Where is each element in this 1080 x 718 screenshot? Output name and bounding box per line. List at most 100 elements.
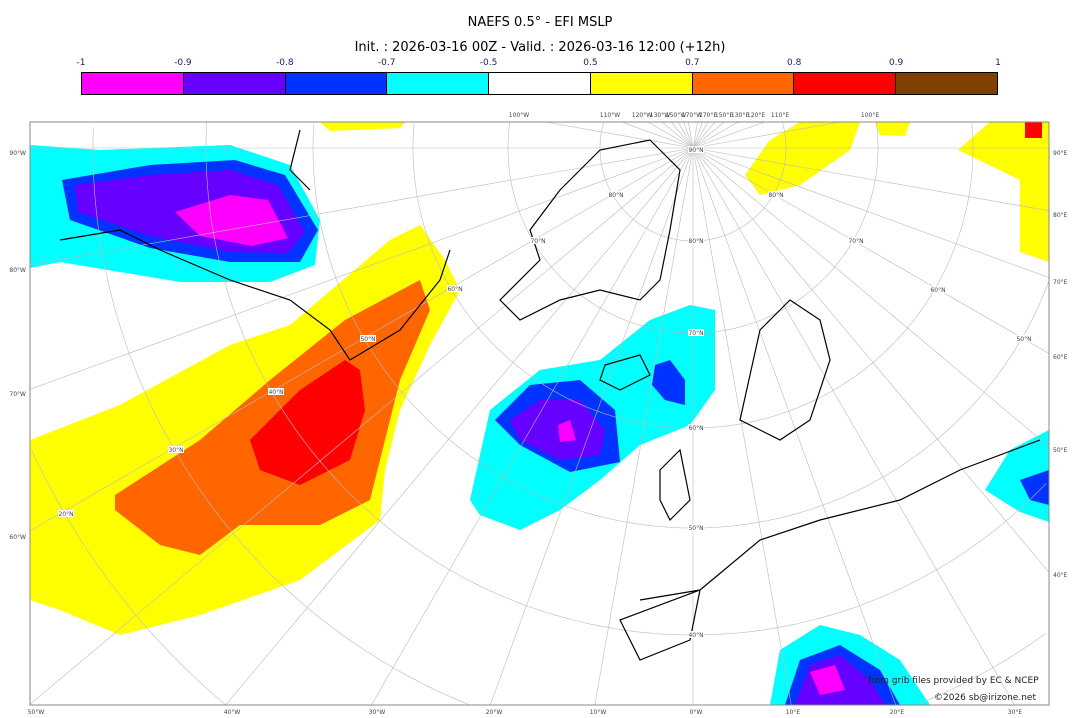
lat-label-bg [530,237,546,244]
meridian-line [692,122,739,149]
efi-region [320,122,405,131]
colorbar-swatch [590,73,693,94]
colorbar-label: -0.8 [275,58,294,68]
colorbar-swatch [896,73,998,94]
efi-region [175,195,288,246]
colorbar-label: -0.5 [479,58,498,68]
efi-region [810,665,845,695]
axis-tick-label: 100°E [861,112,879,119]
axis-tick-label: 60°W [9,534,26,541]
lat-label: 20°N [58,511,73,518]
lat-label: 80°N [768,192,783,199]
coastline [739,299,831,441]
lat-label: 50°N [1016,336,1031,343]
colorbar-swatch [489,73,591,94]
lat-label: 70°N [530,238,545,245]
meridian-line [225,147,694,705]
meridian-line [647,122,694,149]
lat-label: 80°N [608,192,623,199]
axis-tick-label: 120°E [747,112,765,119]
axis-tick-label: 80°E [1053,212,1068,219]
lat-label-bg [768,191,784,198]
meridian-line [692,122,703,149]
coastline [59,129,451,361]
meridian-line [594,147,694,705]
efi-region [1025,122,1042,138]
efi-region [1020,470,1049,505]
coastline [659,448,691,522]
colorbar-swatch [183,73,286,94]
credit-copyright: ©2026 sb@irizone.net [934,693,1036,703]
meridian-line [692,147,1049,212]
lat-label: 30°N [168,447,183,454]
colorbar-swatch [387,73,490,94]
meridian-line [692,147,1049,354]
axis-tick-label: 60°E [1053,354,1068,361]
axis-tick-label: 40°W [224,709,241,716]
axis-tick-label: 80°W [9,267,26,274]
efi-region [745,122,860,195]
lat-label-bg [688,329,704,336]
meridian-line [692,147,1049,447]
coastline [599,354,651,391]
lat-label: 50°N [688,525,703,532]
meridian-line [692,147,1015,705]
lat-label-bg [168,446,184,453]
colorbar-swatch [285,73,388,94]
latitude-circle [31,449,226,705]
meridian-line [692,122,841,149]
meridian-line [683,122,694,149]
colorbar-label: -0.7 [377,58,396,68]
lat-label-bg [688,146,704,153]
efi-region [510,400,605,460]
latitude-circle [917,633,1046,705]
axis-tick-label: 70°W [9,391,26,398]
efi-region [958,122,1049,262]
lat-label-bg [1016,335,1032,342]
lat-label: 60°N [447,286,462,293]
axis-tick-label: 150°W [666,112,686,119]
latitude-circle [599,122,787,242]
axis-tick-label: 30°W [369,709,386,716]
axis-tick-label: 20°W [486,709,503,716]
latitude-labels: 90°N 80°N 80°N 80°N 70°N 70°N 70°N 60°N 60°N 60°N… [58,146,1032,639]
colorbar [81,72,998,95]
lat-label-bg [268,388,284,395]
axis-tick-label: 110°E [771,112,789,119]
axis-tick-label: 130°W [650,112,670,119]
latitude-circle [782,122,787,148]
colorbar-label: 0.7 [685,58,700,68]
efi-field [30,122,1049,705]
colorbar-label: -0.9 [174,58,192,68]
meridian-line [677,122,694,149]
lat-label: 40°N [268,389,283,396]
axis-tick-label: 110°W [600,112,620,119]
chart-title: NAEFS 0.5° - EFI MSLP [467,15,613,30]
meridian-line [692,147,896,705]
map-frame [29,121,1050,706]
axis-labels: 50°W 40°W 30°W 20°W 10°W 0°W 10°E 20°E 30°E 90°W 8… [9,112,1067,716]
latitude-circle [971,123,974,148]
efi-region [250,360,365,485]
meridian-line [688,122,694,149]
meridian-line [692,147,1049,573]
axis-tick-label: 170°E [699,112,717,119]
meridian-line [30,147,694,390]
coastline [619,439,1041,661]
colorbar-swatch [82,73,184,94]
latitude-circle [875,122,879,148]
axis-tick-label: 170°W [682,112,702,119]
lat-label-bg [688,424,704,431]
lat-label-bg [848,237,864,244]
axis-tick-label: 40°E [1053,572,1068,579]
colorbar-swatch [692,73,795,94]
credit-source: from grib files provided by EC & NCEP [868,676,1039,686]
meridian-line [692,147,792,705]
meridian-line [545,122,694,149]
meridian-line [661,122,694,149]
axis-tick-label: 120°W [632,112,652,119]
lat-label-bg [688,631,704,638]
latitude-circle [92,127,469,705]
meridian-line [692,122,698,149]
